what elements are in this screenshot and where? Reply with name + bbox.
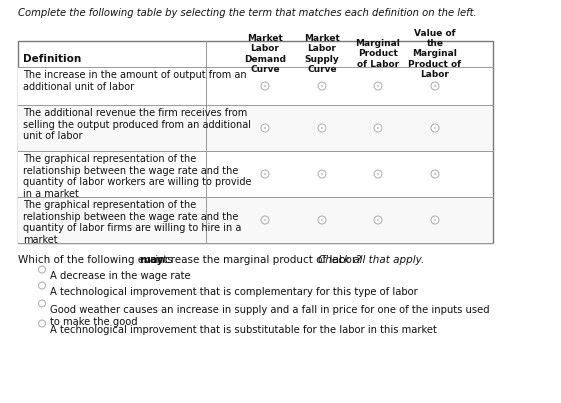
Text: A technological improvement that is complementary for this type of labor: A technological improvement that is comp… <box>50 287 418 297</box>
Circle shape <box>321 173 323 175</box>
Circle shape <box>318 216 326 224</box>
FancyBboxPatch shape <box>19 67 493 104</box>
Circle shape <box>374 170 382 178</box>
Circle shape <box>264 173 266 175</box>
Circle shape <box>318 170 326 178</box>
FancyBboxPatch shape <box>19 197 493 243</box>
Circle shape <box>431 124 439 132</box>
Circle shape <box>374 82 382 90</box>
Circle shape <box>39 320 45 327</box>
Circle shape <box>431 170 439 178</box>
Text: Market
Labor
Supply
Curve: Market Labor Supply Curve <box>304 34 340 74</box>
Circle shape <box>261 124 269 132</box>
Circle shape <box>261 170 269 178</box>
Text: Definition: Definition <box>23 54 81 64</box>
Circle shape <box>434 173 436 175</box>
Circle shape <box>318 124 326 132</box>
Circle shape <box>434 219 436 221</box>
Text: increase the marginal product of labor?: increase the marginal product of labor? <box>151 255 365 265</box>
Text: The graphical representation of the
relationship between the wage rate and the
q: The graphical representation of the rela… <box>23 154 251 199</box>
Circle shape <box>321 127 323 129</box>
Circle shape <box>431 82 439 90</box>
Text: The increase in the amount of output from an
additional unit of labor: The increase in the amount of output fro… <box>23 70 247 91</box>
Circle shape <box>374 216 382 224</box>
Circle shape <box>321 85 323 87</box>
Text: A decrease in the wage rate: A decrease in the wage rate <box>50 271 191 281</box>
Circle shape <box>264 219 266 221</box>
Circle shape <box>431 216 439 224</box>
FancyBboxPatch shape <box>18 41 493 243</box>
Circle shape <box>377 127 379 129</box>
Circle shape <box>264 127 266 129</box>
Circle shape <box>377 85 379 87</box>
Circle shape <box>377 173 379 175</box>
Circle shape <box>318 82 326 90</box>
Circle shape <box>321 219 323 221</box>
FancyBboxPatch shape <box>19 152 493 197</box>
Text: Which of the following events: Which of the following events <box>18 255 176 265</box>
Text: Value of
the
Marginal
Product of
Labor: Value of the Marginal Product of Labor <box>408 29 462 79</box>
Text: Market
Labor
Demand
Curve: Market Labor Demand Curve <box>244 34 286 74</box>
Circle shape <box>377 219 379 221</box>
Text: may: may <box>140 255 164 265</box>
Circle shape <box>264 85 266 87</box>
Circle shape <box>39 282 45 289</box>
Circle shape <box>39 266 45 273</box>
Circle shape <box>261 82 269 90</box>
Circle shape <box>374 124 382 132</box>
Text: The additional revenue the firm receives from
selling the output produced from a: The additional revenue the firm receives… <box>23 108 251 141</box>
Circle shape <box>261 216 269 224</box>
Circle shape <box>434 85 436 87</box>
FancyBboxPatch shape <box>19 106 493 150</box>
Text: Good weather causes an increase in supply and a fall in price for one of the inp: Good weather causes an increase in suppl… <box>50 305 490 326</box>
Text: Marginal
Product
of Labor: Marginal Product of Labor <box>356 39 401 69</box>
Text: Check all that apply.: Check all that apply. <box>318 255 424 265</box>
Circle shape <box>434 127 436 129</box>
Circle shape <box>39 300 45 307</box>
Text: Complete the following table by selecting the term that matches each definition : Complete the following table by selectin… <box>18 8 477 18</box>
Text: The graphical representation of the
relationship between the wage rate and the
q: The graphical representation of the rela… <box>23 200 241 245</box>
Text: A technological improvement that is substitutable for the labor in this market: A technological improvement that is subs… <box>50 325 437 335</box>
